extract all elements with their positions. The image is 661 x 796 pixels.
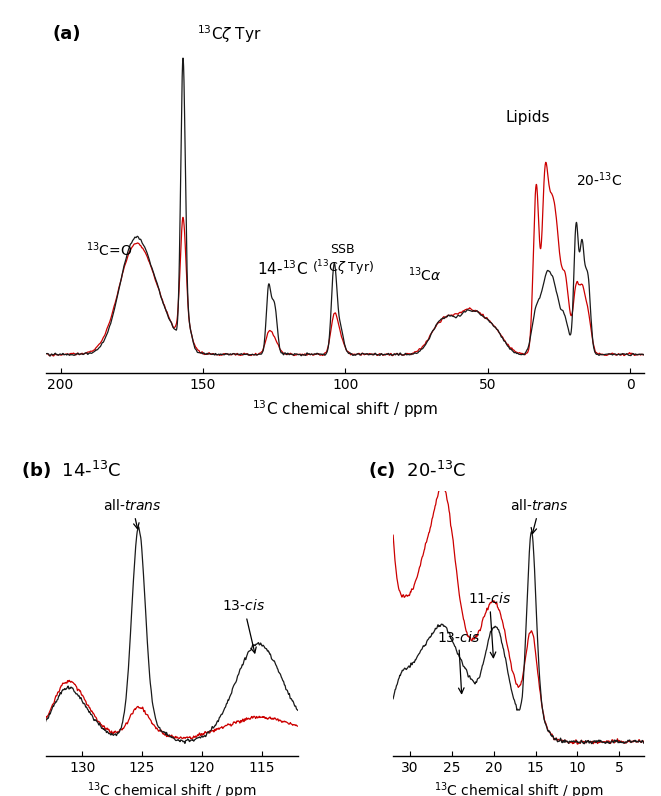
- Text: all-$\mathit{trans}$: all-$\mathit{trans}$: [103, 498, 162, 529]
- Text: $\mathbf{(c)}$  20-$^{13}$C: $\mathbf{(c)}$ 20-$^{13}$C: [368, 459, 466, 482]
- Text: $^{13}$C$\zeta$ Tyr: $^{13}$C$\zeta$ Tyr: [197, 24, 262, 45]
- Text: 11-$\mathit{cis}$: 11-$\mathit{cis}$: [468, 591, 511, 657]
- Text: 20-$^{13}$C: 20-$^{13}$C: [576, 170, 622, 189]
- Text: 14-$^{13}$C: 14-$^{13}$C: [257, 259, 308, 278]
- X-axis label: $^{13}$C chemical shift / ppm: $^{13}$C chemical shift / ppm: [434, 781, 603, 796]
- Text: Lipids: Lipids: [506, 110, 550, 125]
- X-axis label: $^{13}$C chemical shift / ppm: $^{13}$C chemical shift / ppm: [253, 398, 438, 419]
- Text: 13-$\mathit{cis}$: 13-$\mathit{cis}$: [437, 630, 480, 693]
- X-axis label: $^{13}$C chemical shift / ppm: $^{13}$C chemical shift / ppm: [87, 781, 256, 796]
- Text: SSB
($^{13}$C$\zeta$ Tyr): SSB ($^{13}$C$\zeta$ Tyr): [311, 243, 373, 278]
- Text: $\mathbf{(b)}$  14-$^{13}$C: $\mathbf{(b)}$ 14-$^{13}$C: [21, 459, 122, 482]
- Text: 13-$\mathit{cis}$: 13-$\mathit{cis}$: [222, 599, 265, 653]
- Text: $^{13}$C$\alpha$: $^{13}$C$\alpha$: [408, 266, 442, 284]
- Text: $^{13}$C=O: $^{13}$C=O: [86, 240, 132, 259]
- Text: (a): (a): [52, 25, 81, 43]
- Text: all-$\mathit{trans}$: all-$\mathit{trans}$: [510, 498, 569, 533]
